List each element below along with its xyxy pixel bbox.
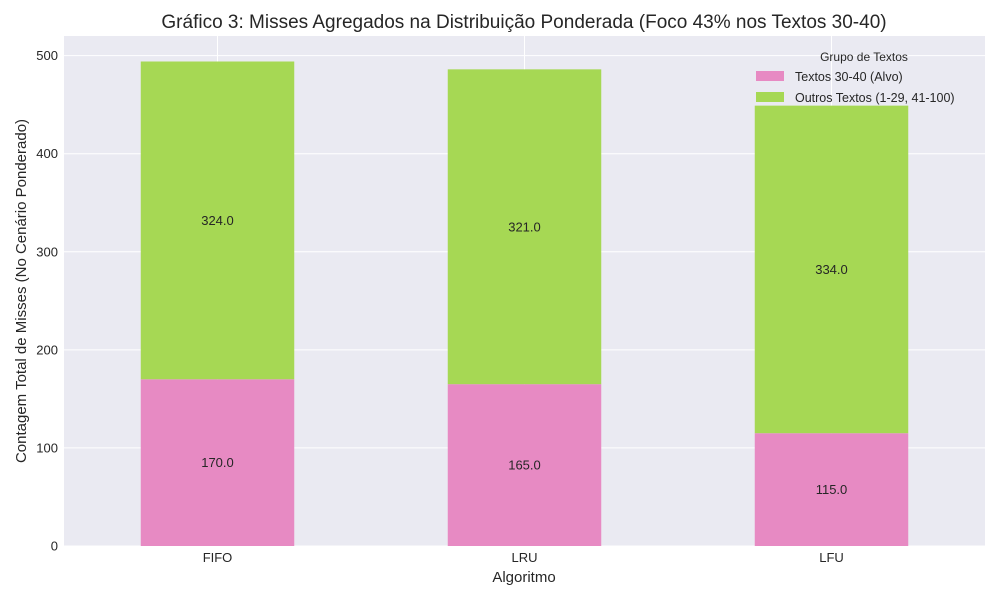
y-tick-label: 500 [36,48,58,63]
legend-swatch-outros [756,92,784,102]
legend-label-alvo: Textos 30-40 (Alvo) [795,70,903,84]
legend-label-outros: Outros Textos (1-29, 41-100) [795,91,955,105]
data-label: 321.0 [508,219,541,234]
bar-lru-series-1 [447,69,602,385]
bar-fifo-series-1 [140,61,295,380]
bar-lfu-series-1 [754,105,909,434]
data-label: 165.0 [508,458,541,473]
y-axis-ticks: 0 100 200 300 400 500 [36,48,58,553]
y-tick-label: 0 [51,539,58,554]
data-label: 170.0 [201,455,234,470]
bar-fifo-series-0 [140,379,295,546]
bar-lfu-series-0 [754,433,909,546]
data-label: 334.0 [815,262,848,277]
y-axis-label: Contagem Total de Misses (No Cenário Pon… [13,119,30,463]
x-axis-ticks: FIFO LRU LFU [203,550,844,565]
y-tick-label: 400 [36,146,58,161]
chart-title: Gráfico 3: Misses Agregados na Distribui… [161,12,886,33]
x-tick-label: LFU [819,550,844,565]
x-tick-label: LRU [511,550,537,565]
x-axis-label: Algoritmo [492,569,555,586]
y-tick-label: 300 [36,244,58,259]
x-tick-label: FIFO [203,550,233,565]
data-labels: 170.0 324.0 165.0 321.0 115.0 334.0 [201,213,848,497]
legend-title: Grupo de Textos [820,50,908,64]
data-label: 324.0 [201,213,234,228]
data-label: 115.0 [816,482,848,497]
legend-swatch-alvo [756,71,784,81]
legend: Grupo de Textos Textos 30-40 (Alvo) Outr… [756,50,955,105]
y-tick-label: 200 [36,342,58,357]
bar-lru-series-0 [447,384,602,546]
y-tick-label: 100 [36,440,58,455]
bars [140,61,909,546]
